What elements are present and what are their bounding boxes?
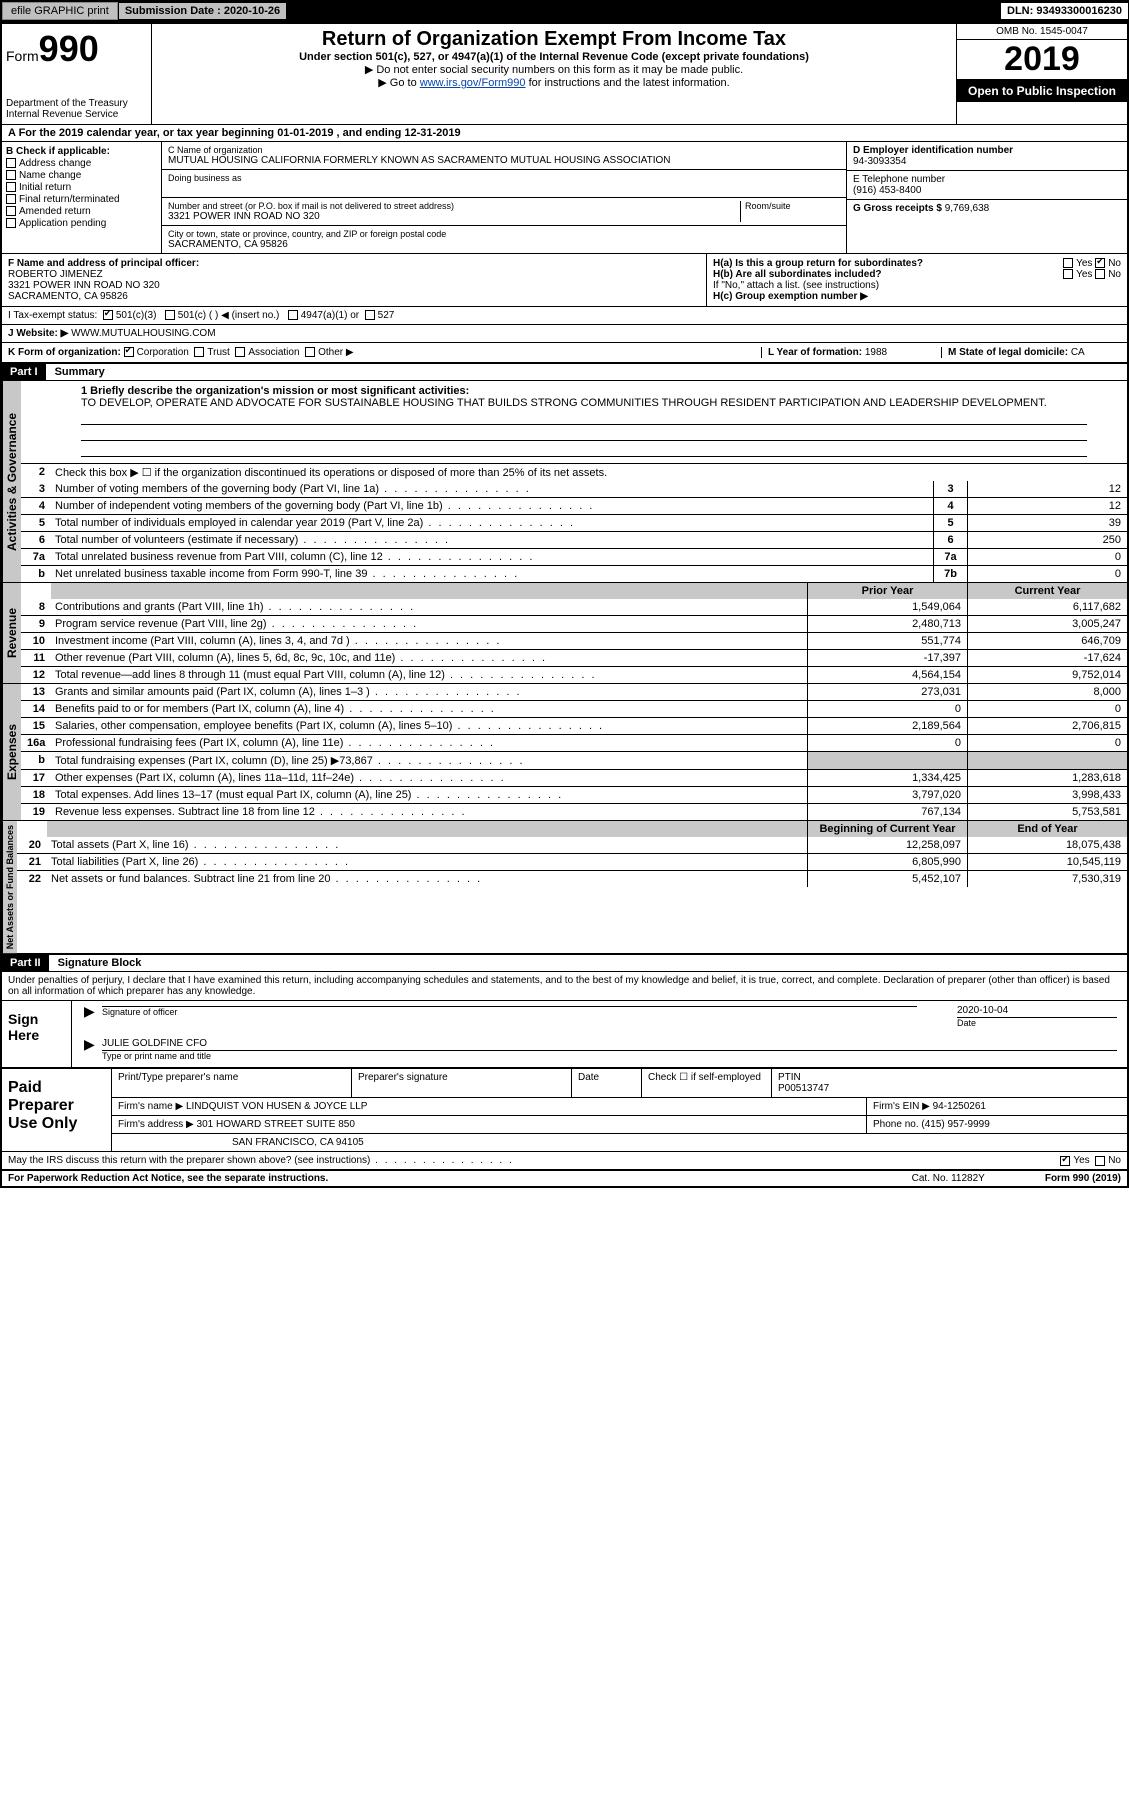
table-row: 15 Salaries, other compensation, employe… [21,717,1127,734]
row-j: J Website: ▶ WWW.MUTUALHOUSING.COM [2,325,1127,343]
top-bar: efile GRAPHIC print Submission Date : 20… [0,0,1129,22]
table-row: 14 Benefits paid to or for members (Part… [21,700,1127,717]
firm-address: 301 HOWARD STREET SUITE 850 [197,1119,355,1130]
arrow-icon: ▶ [84,1036,95,1053]
footer: For Paperwork Reduction Act Notice, see … [2,1171,1127,1186]
efile-button[interactable]: efile GRAPHIC print [2,2,118,20]
part2-title: Signature Block [58,955,142,971]
table-row: 20 Total assets (Part X, line 16) 12,258… [17,837,1127,853]
tax-year: 2019 [957,40,1127,80]
arrow-icon: ▶ [84,1003,95,1020]
website: WWW.MUTUALHOUSING.COM [71,328,215,339]
chk-name[interactable]: Name change [6,170,157,181]
form-container: Form990 Department of the Treasury Inter… [0,22,1129,1188]
chk-other[interactable] [305,347,315,357]
table-row: b Net unrelated business taxable income … [21,565,1127,582]
row-k: K Form of organization: Corporation Trus… [2,343,1127,364]
chk-assoc[interactable] [235,347,245,357]
table-row: 12 Total revenue—add lines 8 through 11 … [21,666,1127,683]
chk-amended[interactable]: Amended return [6,206,157,217]
section-c: C Name of organization MUTUAL HOUSING CA… [162,142,847,253]
table-row: 13 Grants and similar amounts paid (Part… [21,684,1127,700]
ein: 94-3093354 [853,156,906,167]
firm-ein: 94-1250261 [933,1101,986,1112]
table-row: 19 Revenue less expenses. Subtract line … [21,803,1127,820]
table-row: 21 Total liabilities (Part X, line 26) 6… [17,853,1127,870]
table-row: 22 Net assets or fund balances. Subtract… [17,870,1127,887]
chk-501c3[interactable] [103,310,113,320]
sig-date: 2020-10-04 [957,1005,1117,1018]
tab-revenue: Revenue [2,583,21,683]
officer-name: JULIE GOLDFINE CFO [102,1038,207,1049]
gross-receipts: 9,769,638 [945,203,990,214]
ptin: P00513747 [778,1083,829,1094]
chk-address[interactable]: Address change [6,158,157,169]
firm-phone: (415) 957-9999 [921,1119,989,1130]
section-f: F Name and address of principal officer:… [2,254,707,306]
table-row: 6 Total number of volunteers (estimate i… [21,531,1127,548]
table-row: 17 Other expenses (Part IX, column (A), … [21,769,1127,786]
open-inspection: Open to Public Inspection [957,80,1127,102]
section-b: B Check if applicable: Address change Na… [2,142,162,253]
table-row: 4 Number of independent voting members o… [21,497,1127,514]
note-goto: ▶ Go to www.irs.gov/Form990 for instruct… [160,76,948,89]
table-row: 9 Program service revenue (Part VIII, li… [21,615,1127,632]
paid-preparer-label: Paid Preparer Use Only [2,1069,112,1151]
form-subtitle: Under section 501(c), 527, or 4947(a)(1)… [160,51,948,63]
part2-header: Part II [2,955,49,971]
row-i: I Tax-exempt status: 501(c)(3) 501(c) ( … [2,307,1127,325]
org-name: MUTUAL HOUSING CALIFORNIA FORMERLY KNOWN… [168,155,840,166]
org-address: 3321 POWER INN ROAD NO 320 [168,211,740,222]
table-row: 16a Professional fundraising fees (Part … [21,734,1127,751]
mission-text: TO DEVELOP, OPERATE AND ADVOCATE FOR SUS… [81,397,1087,409]
firm-name: LINDQUIST VON HUSEN & JOYCE LLP [186,1101,368,1112]
section-d-e-g: D Employer identification number 94-3093… [847,142,1127,253]
chk-4947[interactable] [288,310,298,320]
irs-link[interactable]: www.irs.gov/Form990 [420,77,526,89]
chk-discuss-no[interactable] [1095,1156,1105,1166]
section-h: H(a) Is this a group return for subordin… [707,254,1127,306]
chk-527[interactable] [365,310,375,320]
chk-trust[interactable] [194,347,204,357]
table-row: 5 Total number of individuals employed i… [21,514,1127,531]
table-row: 11 Other revenue (Part VIII, column (A),… [21,649,1127,666]
form-header: Form990 Department of the Treasury Inter… [2,24,1127,125]
form-title: Return of Organization Exempt From Incom… [160,28,948,51]
chk-corp[interactable] [124,347,134,357]
dln: DLN: 93493300016230 [1001,3,1128,19]
sign-here-label: Sign Here [2,1001,72,1067]
form-number: Form990 [6,28,147,70]
omb-number: OMB No. 1545-0047 [957,24,1127,40]
chk-initial[interactable]: Initial return [6,182,157,193]
table-row: 7a Total unrelated business revenue from… [21,548,1127,565]
table-row: b Total fundraising expenses (Part IX, c… [21,751,1127,769]
tab-net: Net Assets or Fund Balances [2,821,17,953]
submission-date: Submission Date : 2020-10-26 [119,3,286,19]
part1-header: Part I [2,364,46,380]
phone: (916) 453-8400 [853,185,921,196]
part1-title: Summary [55,364,105,380]
tab-activities: Activities & Governance [2,381,21,582]
row-a-tax-year: A For the 2019 calendar year, or tax yea… [2,125,1127,142]
dept-treasury: Department of the Treasury Internal Reve… [6,98,147,120]
chk-501c[interactable] [165,310,175,320]
chk-pending[interactable]: Application pending [6,218,157,229]
tab-expenses: Expenses [2,684,21,820]
declaration: Under penalties of perjury, I declare th… [2,972,1127,1001]
table-row: 10 Investment income (Part VIII, column … [21,632,1127,649]
mission-block: 1 Briefly describe the organization's mi… [21,381,1127,463]
table-row: 18 Total expenses. Add lines 13–17 (must… [21,786,1127,803]
org-city: SACRAMENTO, CA 95826 [168,239,840,250]
note-ssn: ▶ Do not enter social security numbers o… [160,63,948,76]
chk-final[interactable]: Final return/terminated [6,194,157,205]
table-row: 8 Contributions and grants (Part VIII, l… [21,599,1127,615]
table-row: 3 Number of voting members of the govern… [21,481,1127,497]
chk-discuss-yes[interactable] [1060,1156,1070,1166]
